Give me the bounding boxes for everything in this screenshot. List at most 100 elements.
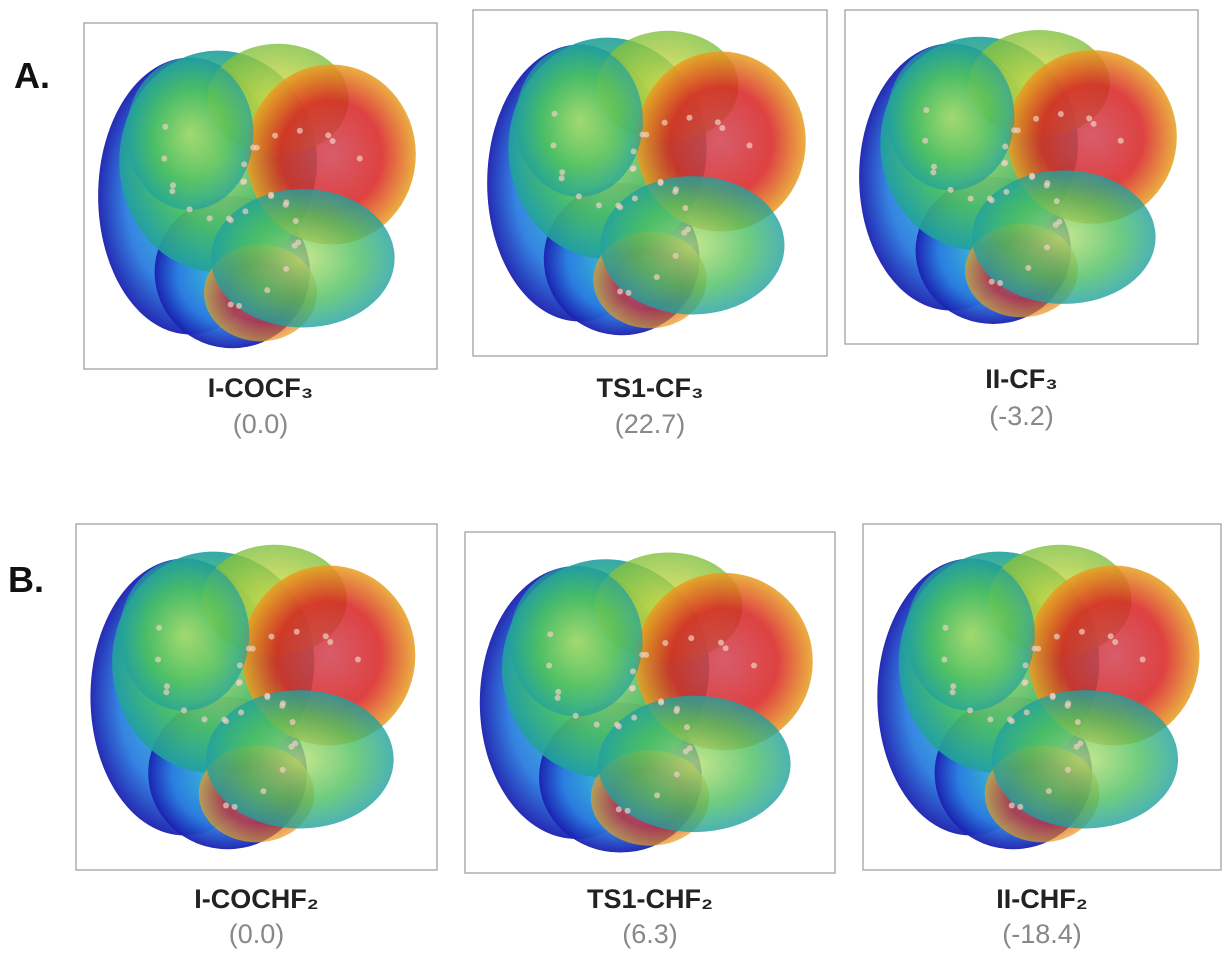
atom — [546, 662, 552, 668]
atom — [662, 120, 668, 126]
atom — [1112, 639, 1118, 645]
atom — [1031, 646, 1037, 652]
atom — [687, 745, 693, 751]
molecule-map — [84, 23, 437, 369]
atom — [751, 663, 757, 669]
atom — [164, 683, 170, 689]
atom — [264, 287, 270, 293]
atom — [161, 155, 167, 161]
atom — [1118, 138, 1124, 144]
atom — [662, 640, 668, 646]
atom — [1002, 143, 1008, 149]
atom — [987, 716, 993, 722]
atom — [550, 142, 556, 148]
relative-energy: (0.0) — [229, 919, 285, 949]
atom — [673, 186, 679, 192]
atom — [232, 804, 238, 810]
atom — [1044, 180, 1050, 186]
atom — [241, 161, 247, 167]
atom — [674, 771, 680, 777]
atom — [989, 197, 995, 203]
atom — [280, 700, 286, 706]
atom — [941, 656, 947, 662]
atom — [1009, 718, 1015, 724]
atom — [283, 266, 289, 272]
atom — [264, 693, 270, 699]
figure: A. B. I-COCF₃(0.0)TS1-CF₃(22.7)II-CF₃(-3… — [0, 0, 1223, 965]
atom — [1077, 740, 1083, 746]
atom — [1017, 804, 1023, 810]
atom — [715, 119, 721, 125]
atom — [181, 707, 187, 713]
atom — [268, 192, 274, 198]
atom — [323, 633, 329, 639]
surface-lobe — [887, 43, 1014, 190]
atom — [559, 169, 565, 175]
atom — [1065, 700, 1071, 706]
atom — [1029, 173, 1035, 179]
atom — [658, 698, 664, 704]
atom — [967, 707, 973, 713]
atom — [923, 107, 929, 113]
atom — [1058, 111, 1064, 117]
atom — [942, 625, 948, 631]
atom — [1033, 116, 1039, 122]
relative-energy: (-18.4) — [1002, 919, 1082, 949]
atom — [1021, 680, 1027, 686]
atom — [718, 640, 724, 646]
atom — [290, 719, 296, 725]
atom — [297, 128, 303, 134]
atom — [950, 689, 956, 695]
atom — [629, 686, 635, 692]
atom — [631, 148, 637, 154]
atom — [1079, 629, 1085, 635]
atom — [1024, 709, 1030, 715]
relative-energy: (22.7) — [615, 409, 686, 439]
atom — [552, 111, 558, 117]
atom — [930, 169, 936, 175]
atom — [723, 645, 729, 651]
atom — [1054, 198, 1060, 204]
atom — [1003, 189, 1009, 195]
atom — [596, 202, 602, 208]
surface-lobe — [119, 559, 249, 711]
atom — [260, 788, 266, 794]
atom — [576, 193, 582, 199]
relative-energy: (-3.2) — [989, 401, 1054, 431]
atom — [616, 806, 622, 812]
atom — [1056, 219, 1062, 225]
atom — [922, 138, 928, 144]
atom — [355, 656, 361, 662]
structure-name: II-CHF₂ — [996, 884, 1087, 914]
atom — [658, 179, 664, 185]
atom — [617, 204, 623, 210]
atom — [674, 706, 680, 712]
atom — [931, 164, 937, 170]
atom — [682, 205, 688, 211]
structure-name: I-COCF₃ — [208, 373, 313, 403]
atom — [228, 301, 234, 307]
atom — [327, 639, 333, 645]
atom — [325, 132, 331, 138]
atom — [640, 132, 646, 138]
atom — [948, 187, 954, 193]
atom — [746, 142, 752, 148]
atom — [170, 182, 176, 188]
atom — [238, 709, 244, 715]
atom — [330, 138, 336, 144]
molecule-map — [473, 10, 827, 356]
atom — [639, 652, 645, 658]
atom — [236, 680, 242, 686]
atom — [1001, 160, 1007, 166]
atom — [1054, 634, 1060, 640]
atom — [187, 206, 193, 212]
atom — [242, 208, 248, 214]
atom — [1140, 656, 1146, 662]
atom — [654, 274, 660, 280]
atom — [1075, 719, 1081, 725]
atom — [237, 662, 243, 668]
atom — [1046, 788, 1052, 794]
atom — [295, 239, 301, 245]
atom — [719, 125, 725, 131]
atom — [968, 196, 974, 202]
